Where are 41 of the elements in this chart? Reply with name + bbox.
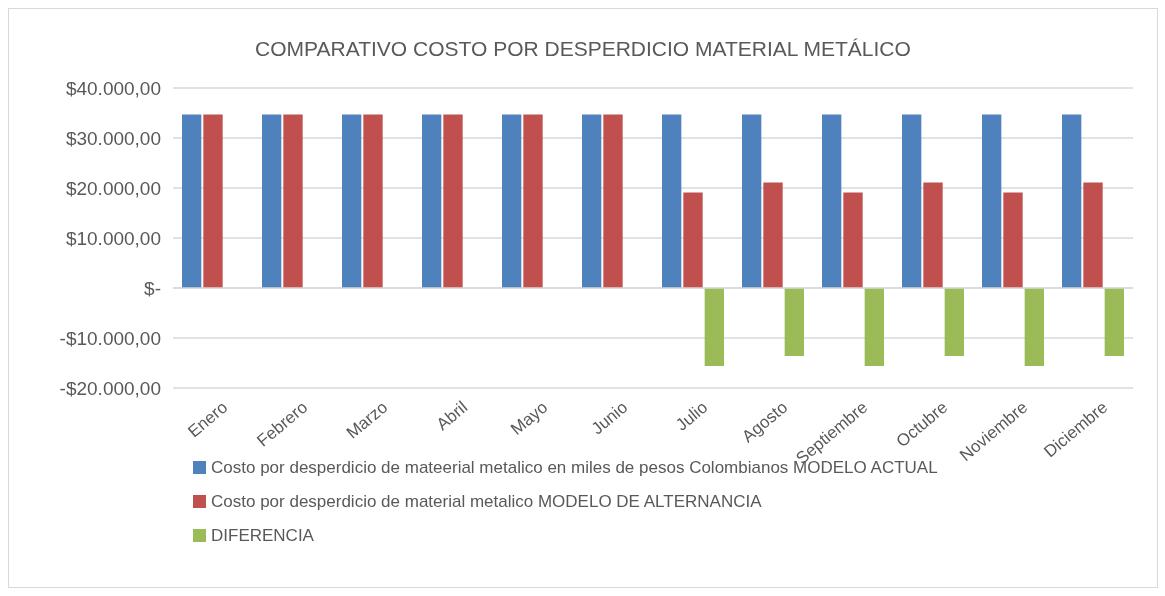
bar (784, 288, 804, 356)
bar (704, 288, 724, 366)
bar (944, 288, 964, 356)
bar (843, 192, 863, 288)
bar (523, 114, 543, 288)
bar (1083, 182, 1103, 288)
y-tick-label: $20.000,00 (65, 177, 161, 199)
y-tick-label: $- (144, 277, 161, 299)
y-tick-label: $40.000,00 (65, 77, 161, 99)
y-tick-label: -$20.000,00 (59, 377, 161, 399)
bar (982, 114, 1002, 288)
y-tick-label: -$10.000,00 (59, 327, 161, 349)
bar (923, 182, 943, 288)
bar (1062, 114, 1082, 288)
bar (742, 114, 762, 288)
bar (1024, 288, 1044, 366)
bar (1104, 288, 1124, 356)
bar (502, 114, 522, 288)
bar (342, 114, 362, 288)
legend-label: Costo por desperdicio de material metalico MODELO DE ALTERNANCIA (211, 492, 763, 511)
bar (363, 114, 383, 288)
bar (662, 114, 682, 288)
bar (864, 288, 884, 366)
bar (902, 114, 922, 288)
y-tick-label: $10.000,00 (65, 227, 161, 249)
bar (822, 114, 842, 288)
bar (763, 182, 783, 288)
bar (283, 114, 303, 288)
bar (443, 114, 463, 288)
bar (603, 114, 623, 288)
bar (683, 192, 703, 288)
bar (182, 114, 202, 288)
y-tick-label: $30.000,00 (65, 127, 161, 149)
bar (203, 114, 223, 288)
chart-title: COMPARATIVO COSTO POR DESPERDICIO MATERIAL METÁLICO (255, 37, 911, 60)
bar (1003, 192, 1023, 288)
legend-label: DIFERENCIA (211, 526, 315, 545)
bar (262, 114, 282, 288)
x-tick-label: Julio (672, 397, 712, 435)
bar (582, 114, 602, 288)
bar (422, 114, 442, 288)
